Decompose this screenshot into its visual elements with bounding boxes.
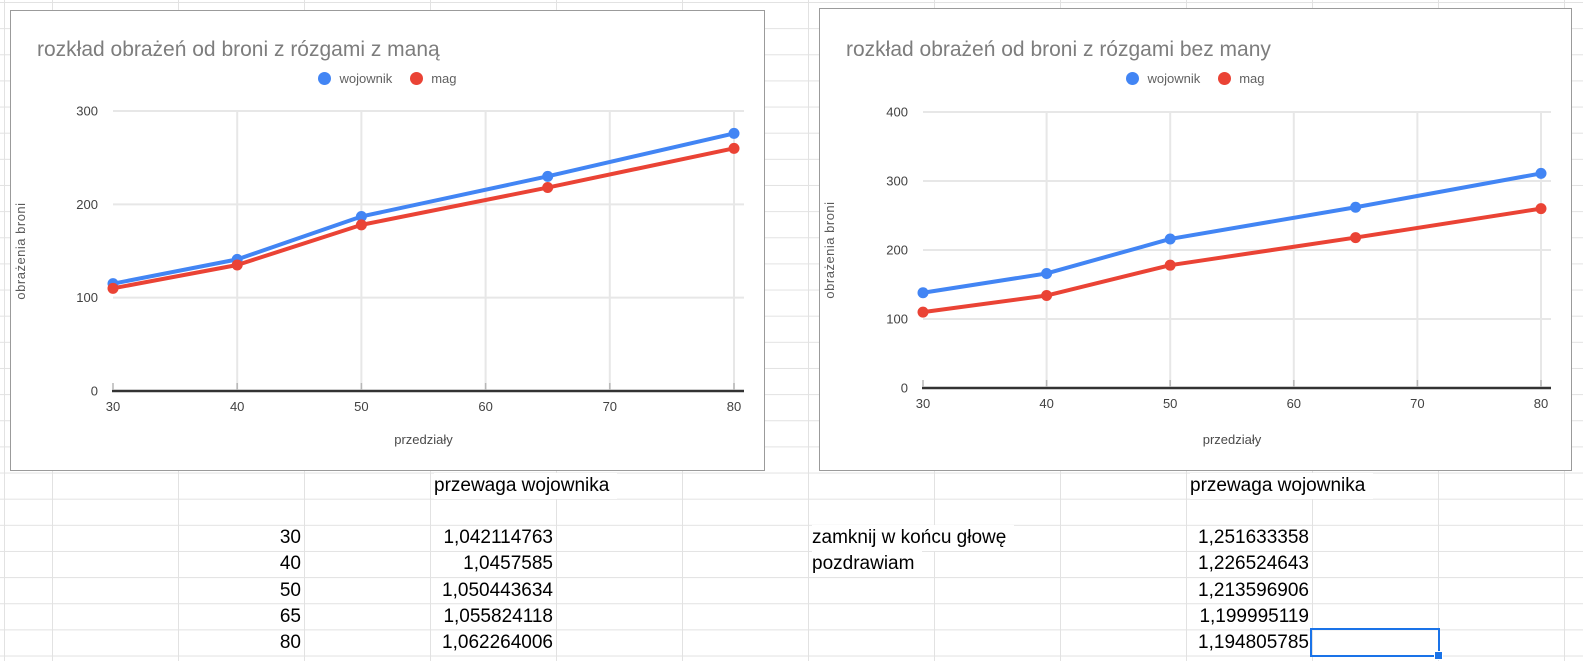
- cell[interactable]: 1,0457585: [463, 553, 553, 575]
- svg-text:40: 40: [1039, 396, 1053, 411]
- svg-text:40: 40: [230, 399, 244, 414]
- svg-text:60: 60: [1287, 396, 1301, 411]
- cell[interactable]: 1,251633358: [1198, 527, 1309, 549]
- cell[interactable]: 40: [279, 553, 301, 575]
- svg-text:300: 300: [886, 174, 908, 189]
- fill-handle[interactable]: [1434, 651, 1443, 660]
- chart-card-with-mana[interactable]: rozkład obrażeń od broni z rózgami z man…: [10, 10, 765, 471]
- svg-text:300: 300: [76, 104, 98, 119]
- cell[interactable]: przewaga wojownika: [1190, 473, 1374, 499]
- cell[interactable]: przewaga wojownika: [434, 473, 618, 499]
- legend-item-mag: mag: [410, 70, 457, 86]
- cell[interactable]: 1,050443634: [442, 579, 553, 601]
- legend-item-mag: mag: [1218, 70, 1265, 86]
- svg-text:200: 200: [76, 197, 98, 212]
- chart-legend: wojownik mag: [820, 70, 1571, 86]
- legend-label: mag: [1239, 70, 1265, 86]
- cell[interactable]: pozdrawiam: [812, 551, 923, 578]
- cell[interactable]: 1,062264006: [442, 631, 553, 653]
- svg-text:30: 30: [916, 396, 930, 411]
- cell[interactable]: 1,213596906: [1198, 579, 1309, 601]
- legend-dot-red: [1218, 71, 1232, 85]
- cell[interactable]: 80: [279, 631, 301, 653]
- sheet-edge-gridline: [4, 0, 5, 661]
- svg-text:400: 400: [886, 105, 908, 120]
- cell[interactable]: zamknij w końcu głowę: [812, 525, 1015, 552]
- cell[interactable]: 30: [279, 527, 301, 549]
- svg-text:0: 0: [91, 384, 98, 399]
- cell[interactable]: 1,226524643: [1198, 553, 1309, 575]
- svg-text:70: 70: [1410, 396, 1424, 411]
- svg-text:50: 50: [354, 399, 368, 414]
- svg-text:30: 30: [106, 399, 120, 414]
- chart-legend: wojownik mag: [11, 70, 764, 86]
- svg-text:przedziały: przedziały: [1203, 432, 1262, 447]
- legend-label: wojownik: [1147, 70, 1201, 86]
- cell[interactable]: 1,199995119: [1199, 605, 1309, 627]
- svg-text:60: 60: [478, 399, 492, 414]
- cell[interactable]: 1,194805785: [1198, 631, 1309, 653]
- cell[interactable]: 50: [279, 579, 301, 601]
- legend-label: mag: [431, 70, 457, 86]
- svg-text:50: 50: [1163, 396, 1177, 411]
- legend-label: wojownik: [339, 70, 393, 86]
- svg-text:100: 100: [886, 312, 908, 327]
- svg-text:obrażenia broni: obrażenia broni: [822, 201, 837, 298]
- chart-title: rozkład obrażeń od broni z rózgami bez m…: [846, 38, 1271, 61]
- svg-text:80: 80: [727, 399, 741, 414]
- chart-title: rozkład obrażeń od broni z rózgami z man…: [37, 38, 440, 61]
- cell[interactable]: 1,042114763: [443, 527, 553, 549]
- legend-dot-blue: [318, 71, 332, 85]
- line-chart: 0 100 200 300 400 30 40 50 60 70 80 obrażenia broni…: [822, 105, 1551, 447]
- svg-text:80: 80: [1534, 396, 1548, 411]
- svg-text:100: 100: [76, 290, 98, 305]
- legend-dot-red: [410, 71, 424, 85]
- selected-cell[interactable]: [1310, 628, 1443, 660]
- cell[interactable]: 65: [279, 605, 301, 627]
- line-chart: 0 100 200 300 30 40 50 60 70 80 obrażenia broni prz…: [13, 104, 744, 447]
- legend-dot-blue: [1126, 71, 1140, 85]
- legend-item-wojownik: wojownik: [318, 71, 392, 86]
- legend-item-wojownik: wojownik: [1126, 71, 1200, 86]
- svg-text:70: 70: [603, 399, 617, 414]
- chart-card-without-mana[interactable]: rozkład obrażeń od broni z rózgami bez m…: [819, 8, 1572, 471]
- svg-text:0: 0: [901, 381, 908, 396]
- svg-text:obrażenia broni: obrażenia broni: [13, 202, 28, 299]
- svg-text:przedziały: przedziały: [394, 432, 453, 447]
- cell[interactable]: 1,055824118: [443, 605, 553, 627]
- svg-text:200: 200: [886, 243, 908, 258]
